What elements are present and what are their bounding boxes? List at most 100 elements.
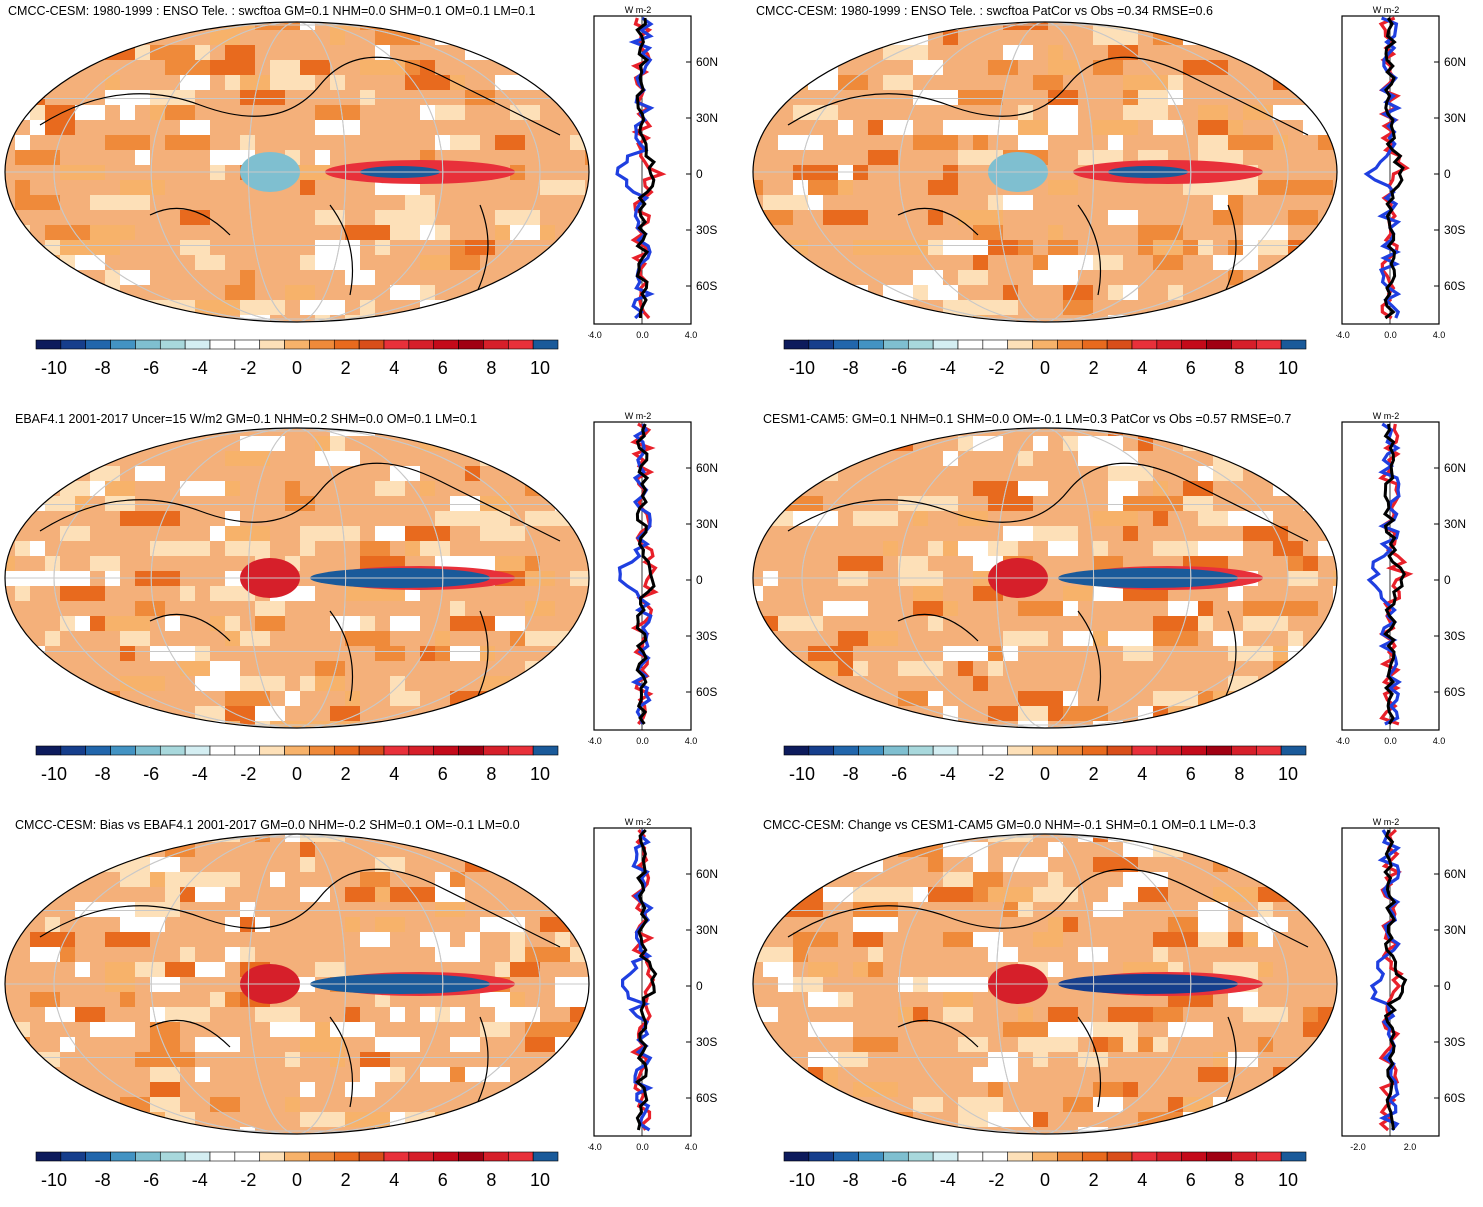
map-cell: [315, 105, 360, 120]
map-cell: [15, 586, 30, 601]
colorbar-swatch: [309, 745, 335, 756]
map-cell: [898, 496, 913, 511]
colorbar-swatch: [532, 1151, 559, 1162]
map-cell: [753, 586, 763, 601]
map-cell: [753, 887, 793, 902]
map-cell: [525, 1037, 555, 1052]
map-cell: [315, 315, 330, 322]
map-cell: [300, 857, 315, 872]
map-cell: [375, 45, 390, 60]
map-cell: [1243, 834, 1273, 842]
map-cell: [300, 834, 345, 842]
colorbar-label: 6: [438, 1170, 448, 1190]
colorbar-label: 6: [438, 358, 448, 378]
colorbar-label: -4: [940, 764, 956, 784]
colorbar-swatch: [858, 1151, 884, 1162]
map-cell: [270, 60, 300, 75]
map-cell: [973, 120, 1018, 135]
map-cell: [345, 1112, 390, 1127]
map-cell: [315, 120, 360, 135]
colorbar-swatch: [433, 1151, 459, 1162]
map-cell: [1198, 601, 1213, 616]
map-cell: [1198, 240, 1213, 255]
lat-label: 0: [696, 167, 703, 181]
map-cell: [763, 210, 793, 225]
map-cell: [30, 541, 45, 556]
gridline: [247, 834, 347, 1134]
map-cell: [30, 330, 45, 335]
map-cell: [555, 1082, 570, 1097]
map-cell: [510, 932, 525, 947]
map-cell: [60, 947, 75, 962]
gridline: [53, 428, 541, 728]
map-cell: [898, 75, 913, 90]
colorbar-swatch: [932, 1151, 959, 1162]
colorbar-label: 8: [486, 358, 496, 378]
colorbar-swatch: [957, 745, 984, 756]
colorbar-swatch: [259, 339, 285, 350]
map-cell: [540, 917, 585, 932]
map-cell: [973, 541, 988, 556]
map-cell: [525, 428, 540, 436]
map-cell: [928, 616, 943, 631]
map-cell: [1213, 962, 1258, 977]
map-cell: [285, 691, 300, 706]
map-cell: [753, 676, 778, 691]
map-cell: [1273, 105, 1318, 120]
map-cell: [525, 691, 555, 706]
map-cell: [105, 285, 120, 300]
map-cell: [868, 150, 898, 165]
colorbar-swatch: [1032, 339, 1058, 350]
map-cell: [808, 962, 838, 977]
panel-p2: CMCC-CESM: 1980-1999 : ENSO Tele. : swcf…: [748, 0, 1483, 395]
colorbar-swatch: [1106, 339, 1133, 350]
map-cell: [375, 1037, 420, 1052]
zonal-frame: [593, 827, 692, 1137]
map-cell: [5, 556, 15, 571]
colorbar-swatch: [808, 1151, 835, 1162]
map-plot: [752, 427, 1338, 729]
lat-label: 0: [1444, 979, 1451, 993]
map-cell: [1138, 22, 1183, 30]
colorbar-swatch: [458, 339, 484, 350]
map-cell: [838, 661, 853, 676]
zonal-frame: [1341, 15, 1440, 325]
gridline: [150, 834, 444, 1134]
map-cell: [30, 691, 45, 706]
map-cell: [435, 105, 465, 120]
map-cell: [120, 436, 135, 451]
map-cell: [1108, 481, 1138, 496]
map-cell: [15, 315, 45, 322]
map-cell: [510, 857, 540, 872]
map-cell: [120, 917, 150, 932]
map-cell: [1183, 30, 1228, 45]
map-cell: [360, 872, 390, 887]
gridline: [53, 22, 541, 322]
map-cell: [5, 240, 30, 255]
map-cell: [30, 330, 75, 335]
colorbar-label: 4: [389, 358, 399, 378]
map-cell: [763, 315, 808, 322]
map-cell: [15, 541, 30, 556]
map-cell: [753, 902, 763, 917]
map-cell: [75, 105, 105, 120]
map-cell: [1018, 902, 1033, 917]
map-cell: [150, 330, 195, 335]
map-cell: [165, 887, 180, 902]
map-cell: [988, 330, 1018, 335]
map-cell: [753, 721, 763, 728]
map-cell: [300, 887, 315, 902]
map-cell: [778, 902, 823, 917]
colorbar-label: -6: [143, 1170, 159, 1190]
colorbar-label: 2: [1089, 1170, 1099, 1190]
map-cell: [958, 240, 988, 255]
map-cell: [105, 195, 150, 210]
map-cell: [390, 676, 405, 691]
map-cell: [1033, 526, 1078, 541]
map-cell: [375, 526, 405, 541]
map-cell: [958, 210, 1003, 225]
gridline: [995, 834, 1095, 1134]
map-cell: [390, 285, 420, 300]
map-cell: [1153, 947, 1168, 962]
map-cell: [1108, 135, 1123, 150]
